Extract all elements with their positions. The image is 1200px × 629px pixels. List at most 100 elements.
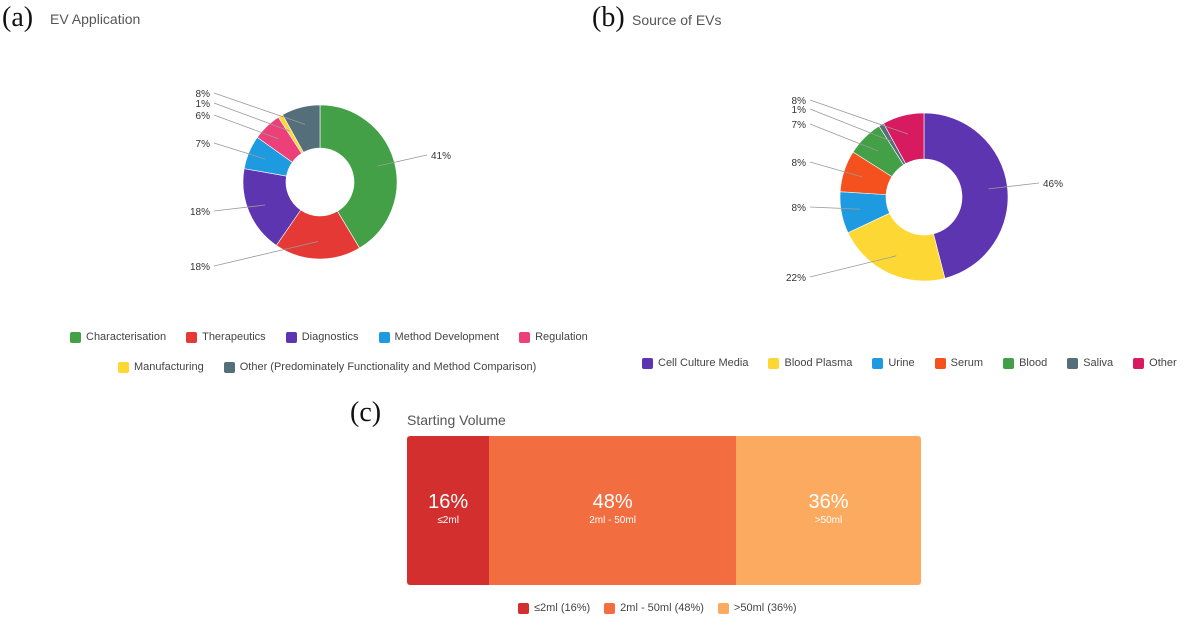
data-label-a-therapeutics: 18% — [190, 262, 210, 273]
bar-category-label: 2ml - 50ml — [589, 514, 636, 526]
panel-letter-c: (c) — [350, 397, 382, 428]
legend-item-c-2ml-50ml: 2ml - 50ml (48%) — [604, 602, 704, 614]
legend-swatch — [518, 602, 529, 614]
leader-line-a-regulation — [213, 114, 280, 140]
legend-swatch — [186, 331, 198, 343]
donut-chart-a: 41% 18% 18% 7% 6%1%8% — [190, 89, 451, 273]
legend-item-b-urine: Urine — [872, 357, 915, 369]
chart-title-a: EV Application — [50, 11, 141, 27]
legend-item-a-diagnostics: Diagnostics — [285, 331, 359, 343]
legend-label: >50ml (36%) — [733, 602, 797, 614]
legend-swatch — [642, 357, 653, 369]
data-label-b-other: 8% — [792, 96, 807, 107]
legend-item-a-regulation: Regulation — [519, 331, 588, 343]
legend-item-b-blood: Blood — [1003, 357, 1047, 369]
legend-swatch — [378, 331, 390, 343]
slice-b-blood-plasma — [847, 212, 946, 282]
legend-label: Therapeutics — [202, 331, 266, 343]
legend-item-a-therapeutics: Therapeutics — [186, 331, 266, 343]
legend-label: Method Development — [394, 331, 500, 343]
data-label-b-serum: 8% — [792, 158, 807, 169]
data-label-b-urine: 8% — [792, 203, 807, 214]
legend-swatch — [285, 331, 297, 343]
legend-label: Cell Culture Media — [658, 357, 749, 369]
leader-line-b-blood-plasma — [809, 255, 897, 278]
data-label-a-other-predominately-functionality-and-method-comparison: 8% — [196, 89, 211, 100]
leader-line-a-diagnostics — [213, 204, 266, 212]
leader-line-b-other — [809, 99, 908, 135]
data-label-b-blood: 7% — [792, 120, 807, 131]
legend-swatch — [604, 602, 616, 614]
data-label-a-characterisation: 41% — [431, 151, 451, 162]
legend-swatch — [1133, 357, 1145, 369]
legend-item-b-other: Other — [1133, 357, 1177, 369]
legend-b-row-1: Cell Culture Media Blood Plasma Urine Serum… — [642, 357, 1197, 369]
legend-swatch — [1003, 357, 1015, 369]
legend-swatch — [118, 361, 129, 373]
panel-letter-a: (a) — [2, 2, 34, 33]
legend-item-b-saliva: Saliva — [1067, 357, 1113, 369]
legend-label: 2ml - 50ml (48%) — [620, 602, 704, 614]
legend-label: ≤2ml (16%) — [534, 602, 591, 614]
stacked-bar-c: 16% ≤2ml 48% 2ml - 50ml 36% >50ml — [407, 436, 921, 585]
legend-item-c-50ml: >50ml (36%) — [717, 602, 797, 614]
legend-swatch — [519, 331, 531, 343]
chart-title-b: Source of EVs — [632, 12, 722, 28]
legend-c: ≤2ml (16%) 2ml - 50ml (48%) >50ml (36%) — [518, 602, 811, 614]
leader-line-b-blood — [809, 123, 879, 152]
bar-value-label: 36% — [808, 490, 849, 513]
legend-label: Diagnostics — [301, 331, 359, 343]
bar-segment-label: 36% >50ml — [736, 491, 921, 526]
legend-a-row-1: Characterisation Therapeutics Diagnostics M… — [70, 331, 608, 343]
legend-item-b-cell-culture-media: Cell Culture Media — [642, 357, 748, 369]
bar-segment-label: 16% ≤2ml — [407, 491, 489, 526]
slice-b-other — [883, 112, 925, 165]
legend-label: Characterisation — [86, 331, 167, 343]
data-label-b-blood-plasma: 22% — [786, 273, 806, 284]
leader-line-a-method-development — [213, 142, 266, 160]
bar-segment-2ml-50ml — [489, 436, 736, 585]
legend-swatch — [1067, 357, 1079, 369]
legend-item-a-method-development: Method Development — [378, 331, 500, 343]
legend-item-b-serum: Serum — [934, 357, 984, 369]
bar-value-label: 16% — [428, 490, 469, 513]
legend-label: Other — [1149, 357, 1177, 369]
slice-a-other-predominately-functionality-and-method-comparison — [282, 104, 321, 153]
legend-label: Blood Plasma — [784, 357, 853, 369]
panel-letter-b: (b) — [592, 2, 625, 33]
chart-title-c: Starting Volume — [407, 412, 506, 428]
legend-swatch — [768, 357, 780, 369]
legend-swatch — [717, 602, 729, 614]
leader-line-b-serum — [809, 161, 863, 178]
legend-a-row-2: Manufacturing Other (Predominately Functi… — [118, 361, 556, 373]
bar-segment-2ml — [407, 436, 490, 585]
leader-line-b-cell-culture-media — [988, 182, 1040, 190]
bar-value-label: 48% — [592, 490, 633, 513]
legend-item-c-2ml: ≤2ml (16%) — [518, 602, 590, 614]
legend-swatch — [872, 357, 884, 369]
legend-item-a-characterisation: Characterisation — [70, 331, 166, 343]
data-label-a-manufacturing: 1% — [196, 99, 211, 110]
data-label-a-regulation: 6% — [196, 111, 211, 122]
data-label-a-method-development: 7% — [196, 139, 211, 150]
legend-item-a-manufacturing: Manufacturing — [118, 361, 204, 373]
legend-label: Regulation — [535, 331, 588, 343]
legend-label: Serum — [950, 357, 984, 369]
legend-label: Urine — [888, 357, 915, 369]
bar-category-label: ≤2ml — [437, 514, 459, 526]
legend-label: Other (Predominately Functionality and M… — [239, 361, 537, 373]
slice-b-cell-culture-media — [923, 112, 1009, 279]
legend-label: Saliva — [1083, 357, 1114, 369]
legend-label: Manufacturing — [134, 361, 204, 373]
slice-a-characterisation — [319, 104, 398, 249]
legend-swatch — [70, 331, 81, 343]
leader-line-b-urine — [809, 206, 861, 210]
legend-label: Blood — [1019, 357, 1048, 369]
bar-category-label: >50ml — [814, 514, 843, 526]
leader-line-b-saliva — [809, 108, 892, 142]
data-label-a-diagnostics: 18% — [190, 207, 210, 218]
donut-chart-b: 46%22%8%8%7%1%8% — [786, 96, 1063, 284]
legend-item-a-other-predominately-functionality-and-method-comparison: Other (Predominately Functionality and M… — [223, 361, 537, 373]
bar-segment-50ml — [735, 436, 921, 585]
leader-line-a-other-predominately-functionality-and-method-comparison — [213, 92, 306, 125]
